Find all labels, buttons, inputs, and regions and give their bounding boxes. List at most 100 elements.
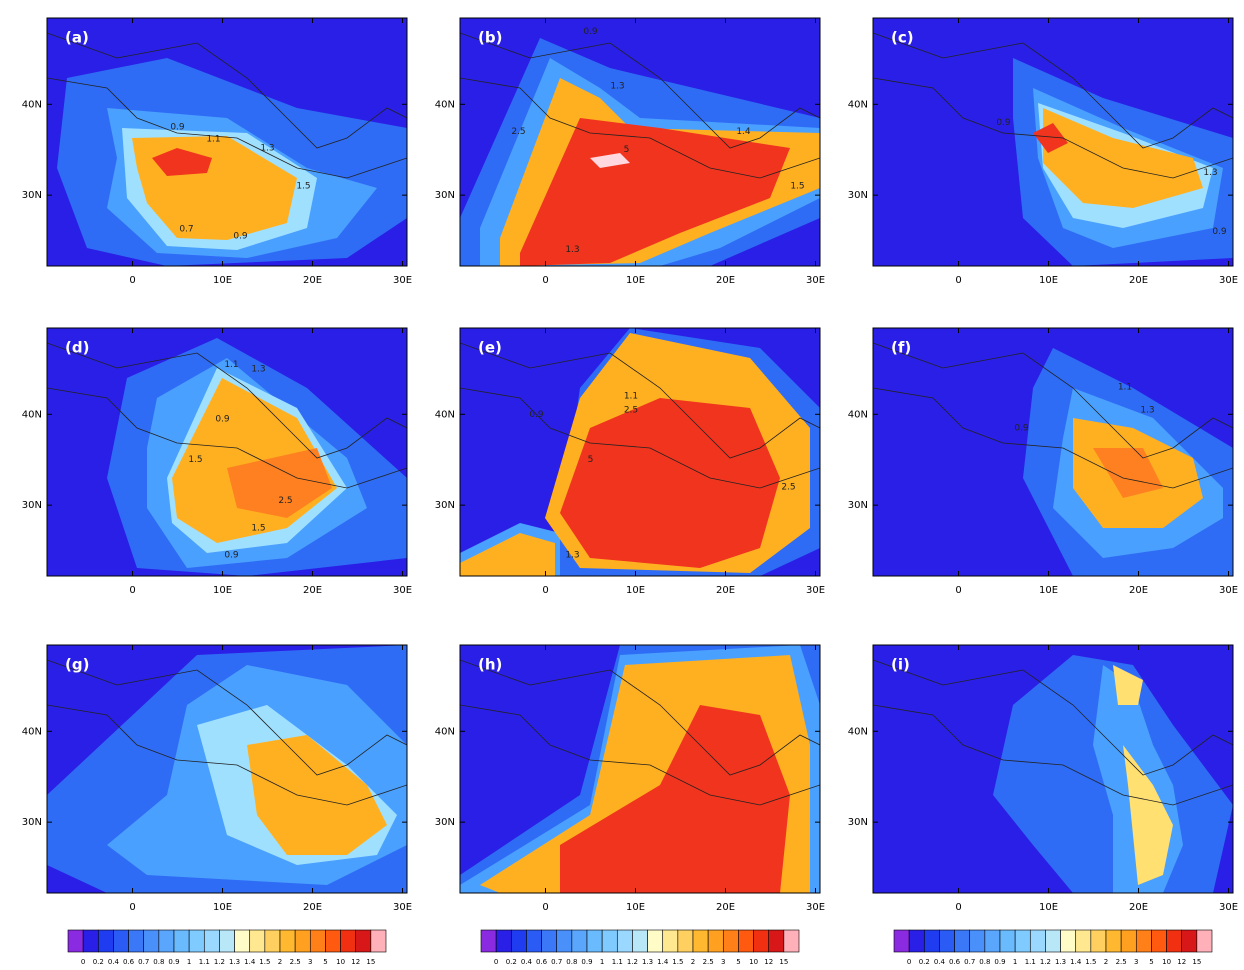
frame bbox=[459, 17, 821, 267]
colorbar-swatch bbox=[571, 929, 588, 953]
colorbar-label: 1 bbox=[1013, 958, 1017, 966]
contour-label: 1.1 bbox=[624, 392, 638, 402]
coastline bbox=[873, 77, 1233, 179]
x-tick-label: 30E bbox=[393, 585, 412, 596]
x-tick-label: 20E bbox=[303, 275, 322, 286]
colorbar-label: 12 bbox=[1177, 958, 1186, 966]
field-region bbox=[1123, 745, 1173, 885]
colorbar-label: 0.9 bbox=[581, 958, 592, 966]
contour-label: 1.3 bbox=[1140, 405, 1154, 415]
colorbar-label: 10 bbox=[336, 958, 345, 966]
colorbar-label: 0.2 bbox=[506, 958, 517, 966]
panel-label: (e) bbox=[478, 339, 502, 357]
colorbar-swatch bbox=[1045, 929, 1061, 953]
coastline bbox=[47, 387, 407, 489]
x-tick-label: 20E bbox=[716, 585, 735, 596]
colorbar-swatch bbox=[355, 929, 372, 953]
x-tick-label: 10E bbox=[626, 585, 645, 596]
colorbar-swatch bbox=[601, 929, 618, 953]
contour-label: 1.3 bbox=[260, 143, 274, 153]
x-tick-label: 20E bbox=[716, 275, 735, 286]
x-tick-label: 30E bbox=[806, 585, 825, 596]
y-tick-label: 40N bbox=[22, 99, 42, 110]
contour-label: 2.5 bbox=[624, 405, 638, 415]
colorbar-label: 0.9 bbox=[168, 958, 179, 966]
panel-label: (h) bbox=[478, 656, 502, 674]
y-tick-label: 40N bbox=[22, 409, 42, 420]
x-tick-label: 0 bbox=[542, 275, 548, 286]
coastline bbox=[873, 32, 1233, 149]
panel-label: (c) bbox=[891, 29, 914, 47]
colorbar-label: 1.2 bbox=[1040, 958, 1051, 966]
contour-label: 1.5 bbox=[251, 523, 265, 533]
contour-label: 0.9 bbox=[170, 123, 185, 133]
colorbar-swatch bbox=[923, 929, 940, 953]
colorbar-swatch bbox=[677, 929, 694, 953]
y-tick-label: 30N bbox=[22, 190, 42, 201]
colorbar-swatch bbox=[1120, 929, 1137, 953]
colorbar-swatch bbox=[1014, 929, 1031, 953]
colorbar-swatch bbox=[294, 929, 311, 953]
map-panel: (b) 0.9 1.3 2.5 5 1.4 1.5 1.3 0 10E 20E 30E 30N 40N bbox=[435, 17, 825, 286]
colorbar-swatch bbox=[586, 929, 603, 953]
panel-label: (f) bbox=[891, 339, 911, 357]
x-tick-label: 0 bbox=[542, 902, 548, 913]
map-panel: (c) 0.9 1.3 0.9 0 10E 20E 30E 30N 40N bbox=[848, 17, 1238, 286]
x-tick-label: 0 bbox=[129, 902, 135, 913]
colorbar-swatch bbox=[234, 929, 251, 953]
colorbar-label: 0.8 bbox=[566, 958, 577, 966]
contour-label: 0.9 bbox=[529, 410, 544, 420]
coastline bbox=[47, 342, 407, 459]
contour-label: 0.9 bbox=[215, 414, 230, 424]
colorbar-label: 1.4 bbox=[244, 958, 256, 966]
y-tick-label: 40N bbox=[22, 726, 42, 737]
colorbar-swatch bbox=[1075, 929, 1092, 953]
map-field bbox=[460, 328, 820, 576]
colorbar-swatch bbox=[984, 929, 1001, 953]
contour-label: 1.5 bbox=[790, 182, 804, 192]
x-tick-label: 30E bbox=[1219, 902, 1238, 913]
contour-label: 2.5 bbox=[278, 496, 292, 506]
y-tick-label: 30N bbox=[435, 817, 455, 828]
colorbar-label: 2.5 bbox=[290, 958, 301, 966]
contour-label: 2.5 bbox=[781, 482, 795, 492]
field-region bbox=[560, 705, 790, 893]
map-panel: (g) 0 10E 20E 30E 30N 40N bbox=[22, 644, 412, 913]
colorbar-label: 1.4 bbox=[1070, 958, 1082, 966]
coastline bbox=[460, 387, 820, 489]
colorbar-swatch bbox=[143, 929, 160, 953]
field-region bbox=[560, 398, 780, 568]
y-tick-label: 30N bbox=[848, 190, 868, 201]
coastline bbox=[47, 77, 407, 179]
colorbar-label: 1.1 bbox=[199, 958, 210, 966]
contour-label: 0.9 bbox=[1014, 423, 1029, 433]
frame bbox=[459, 327, 821, 577]
colorbar-swatch bbox=[662, 929, 679, 953]
field-region bbox=[1033, 123, 1068, 153]
map-field bbox=[873, 645, 1233, 893]
colorbar-swatch bbox=[908, 929, 925, 953]
field-region bbox=[227, 448, 332, 518]
colorbar-swatch bbox=[1166, 929, 1183, 953]
y-tick-label: 30N bbox=[848, 817, 868, 828]
x-tick-label: 10E bbox=[213, 585, 232, 596]
colorbar-swatch bbox=[969, 929, 986, 953]
colorbar-label: 0 bbox=[907, 958, 911, 966]
x-tick-label: 0 bbox=[955, 585, 961, 596]
colorbar-label: 0 bbox=[81, 958, 85, 966]
colorbar-swatch bbox=[203, 929, 220, 953]
y-tick-label: 40N bbox=[848, 409, 868, 420]
x-tick-label: 10E bbox=[213, 275, 232, 286]
colorbar-label: 0.4 bbox=[934, 958, 946, 966]
contour-label: 1.3 bbox=[610, 82, 624, 92]
colorbar-label: 5 bbox=[736, 958, 740, 966]
colorbar-swatch bbox=[692, 929, 709, 953]
x-tick-label: 20E bbox=[303, 902, 322, 913]
colorbar-label: 5 bbox=[323, 958, 327, 966]
contour-label: 0.9 bbox=[996, 118, 1011, 128]
map-field bbox=[873, 328, 1233, 576]
colorbar-label: 3 bbox=[308, 958, 312, 966]
coastline bbox=[873, 342, 1233, 459]
x-tick-label: 0 bbox=[542, 585, 548, 596]
